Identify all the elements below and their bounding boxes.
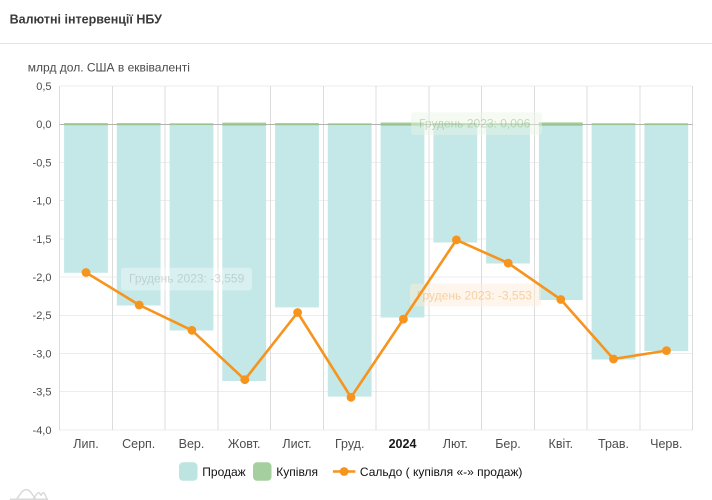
svg-text:Лип.: Лип. (73, 437, 98, 451)
svg-text:-2,5: -2,5 (33, 310, 52, 322)
svg-text:Грудень 2023: -3,559: Грудень 2023: -3,559 (129, 271, 245, 285)
svg-text:2024: 2024 (389, 437, 417, 451)
svg-text:-3,0: -3,0 (33, 348, 52, 360)
svg-text:-2,0: -2,0 (33, 272, 52, 284)
svg-text:Продаж: Продаж (202, 465, 245, 479)
svg-text:Груд.: Груд. (335, 437, 364, 451)
svg-text:Черв.: Черв. (650, 437, 682, 451)
svg-text:-0,5: -0,5 (33, 157, 52, 169)
svg-text:Купівля: Купівля (276, 465, 318, 479)
svg-text:0,5: 0,5 (36, 81, 51, 93)
svg-text:Серп.: Серп. (122, 437, 155, 451)
svg-text:Лист.: Лист. (282, 437, 311, 451)
svg-text:млрд дол. США в еквіваленті: млрд дол. США в еквіваленті (28, 61, 190, 75)
svg-text:Трав.: Трав. (598, 437, 629, 451)
svg-text:-3,5: -3,5 (33, 387, 52, 399)
svg-text:-1,5: -1,5 (33, 234, 52, 246)
svg-text:-4,0: -4,0 (33, 425, 52, 437)
svg-text:Грудень 2023: 0,006: Грудень 2023: 0,006 (419, 116, 531, 130)
svg-text:Бер.: Бер. (495, 437, 521, 451)
svg-text:Грудень 2023: -3,553: Грудень 2023: -3,553 (417, 288, 533, 302)
svg-text:Лют.: Лют. (443, 437, 468, 451)
svg-text:Жовт.: Жовт. (228, 437, 261, 451)
svg-text:Сальдо ( купівля «-» продаж): Сальдо ( купівля «-» продаж) (360, 465, 523, 479)
svg-text:-1,0: -1,0 (33, 196, 52, 208)
svg-text:0,0: 0,0 (36, 119, 51, 131)
svg-text:Квіт.: Квіт. (549, 437, 574, 451)
svg-text:Валютні інтервенції НБУ: Валютні інтервенції НБУ (10, 13, 163, 27)
svg-text:Вер.: Вер. (179, 437, 205, 451)
